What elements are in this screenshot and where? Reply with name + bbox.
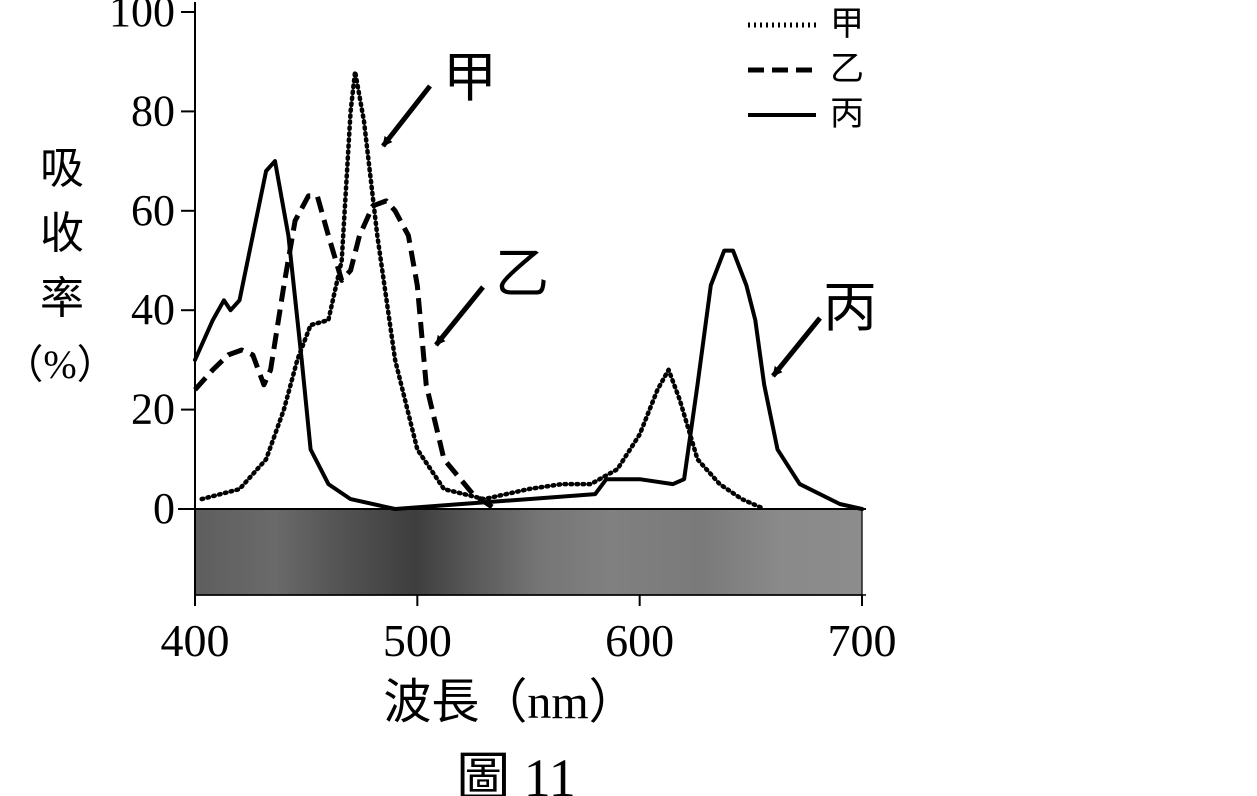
legend-label-yi: 乙 — [830, 51, 864, 88]
y-ticks: 0 20 40 60 80 100 — [109, 0, 195, 533]
legend: 甲 乙 丙 — [748, 6, 864, 133]
spectrum-band — [194, 508, 863, 596]
x-tick-label-600: 600 — [605, 615, 674, 666]
x-axis-label: 波長（nm） — [383, 676, 636, 729]
x-tick-label-500: 500 — [383, 615, 452, 666]
legend-label-bing: 丙 — [830, 96, 864, 133]
annotation-label-yi: 乙 — [495, 244, 549, 304]
x-tick-label-400: 400 — [161, 615, 230, 666]
y-axis-label-char-3: 率 — [40, 274, 84, 323]
series-lines — [193, 69, 864, 512]
annotation-arrow-jia — [381, 84, 432, 148]
series-line-jia — [199, 69, 767, 512]
y-tick-label-60: 60 — [131, 186, 175, 235]
annotation-arrow-yi — [434, 285, 485, 347]
y-tick-label-0: 0 — [153, 484, 175, 533]
y-tick-label-40: 40 — [131, 285, 175, 334]
legend-label-jia: 甲 — [830, 6, 864, 43]
annotation-arrow-bing — [771, 316, 822, 378]
x-ticks: 400 500 600 700 — [161, 595, 897, 666]
annotation-bing: 丙 — [771, 278, 877, 378]
x-tick-label-700: 700 — [828, 615, 897, 666]
y-axis-label-char-2: 收 — [40, 209, 84, 258]
y-axis-label-char-1: 吸 — [40, 144, 84, 193]
y-tick-label-20: 20 — [131, 385, 175, 434]
annotation-yi: 乙 — [434, 244, 549, 347]
y-tick-label-80: 80 — [131, 86, 175, 135]
annotation-jia: 甲 — [381, 48, 497, 148]
y-axis-label-char-4: （%） — [3, 342, 116, 387]
annotation-label-bing: 丙 — [823, 278, 877, 338]
series-line-yi — [193, 193, 497, 512]
figure-caption: 圖 11 — [456, 748, 576, 796]
annotation-label-jia: 甲 — [443, 48, 497, 108]
y-tick-label-100: 100 — [109, 0, 175, 36]
series-line-bing — [193, 159, 864, 511]
